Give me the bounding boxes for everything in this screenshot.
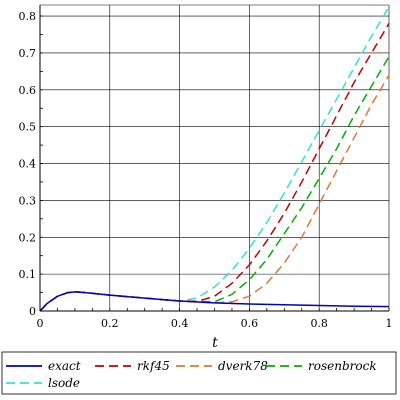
y-tick-label: 0.3 bbox=[19, 194, 37, 207]
y-tick-label: 0.7 bbox=[19, 47, 37, 60]
x-tick-label: 0 bbox=[37, 317, 44, 330]
x-tick-label: 0.2 bbox=[101, 317, 119, 330]
series-lines bbox=[39, 6, 390, 312]
legend-label-dverk78: dverk78 bbox=[218, 359, 268, 373]
axes bbox=[39, 5, 390, 312]
x-axis-label: t bbox=[212, 335, 218, 351]
y-tick-label: 0.8 bbox=[19, 10, 37, 23]
y-tick-label: 0.5 bbox=[19, 121, 37, 134]
y-tick-label: 0.1 bbox=[19, 268, 37, 281]
legend-label-lsode: lsode bbox=[48, 376, 80, 390]
legend-label-rosenbrock: rosenbrock bbox=[308, 359, 377, 373]
grid-lines bbox=[39, 4, 390, 312]
y-tick-label: 0.4 bbox=[19, 158, 37, 171]
series-line-exact bbox=[39, 291, 390, 312]
x-tick-label: 0.6 bbox=[241, 317, 259, 330]
x-tick-label: 0.4 bbox=[171, 317, 189, 330]
x-tick-label: 1 bbox=[386, 317, 393, 330]
y-tick-label: 0.2 bbox=[19, 231, 37, 244]
y-tick-label: 0 bbox=[29, 305, 36, 318]
legend: exact rkf45 dverk78 rosenbrock lsode bbox=[1, 351, 397, 395]
y-tick-label: 0.6 bbox=[19, 84, 37, 97]
legend-box bbox=[1, 351, 397, 395]
tick-labels: 0 0.2 0.4 0.6 0.8 1 0 0.1 0.2 0.3 0.4 0.5 0.6 0.7 0.8 bbox=[19, 10, 393, 330]
x-tick-label: 0.8 bbox=[310, 317, 328, 330]
legend-label-rkf45: rkf45 bbox=[137, 359, 170, 373]
legend-label-exact: exact bbox=[48, 359, 81, 373]
